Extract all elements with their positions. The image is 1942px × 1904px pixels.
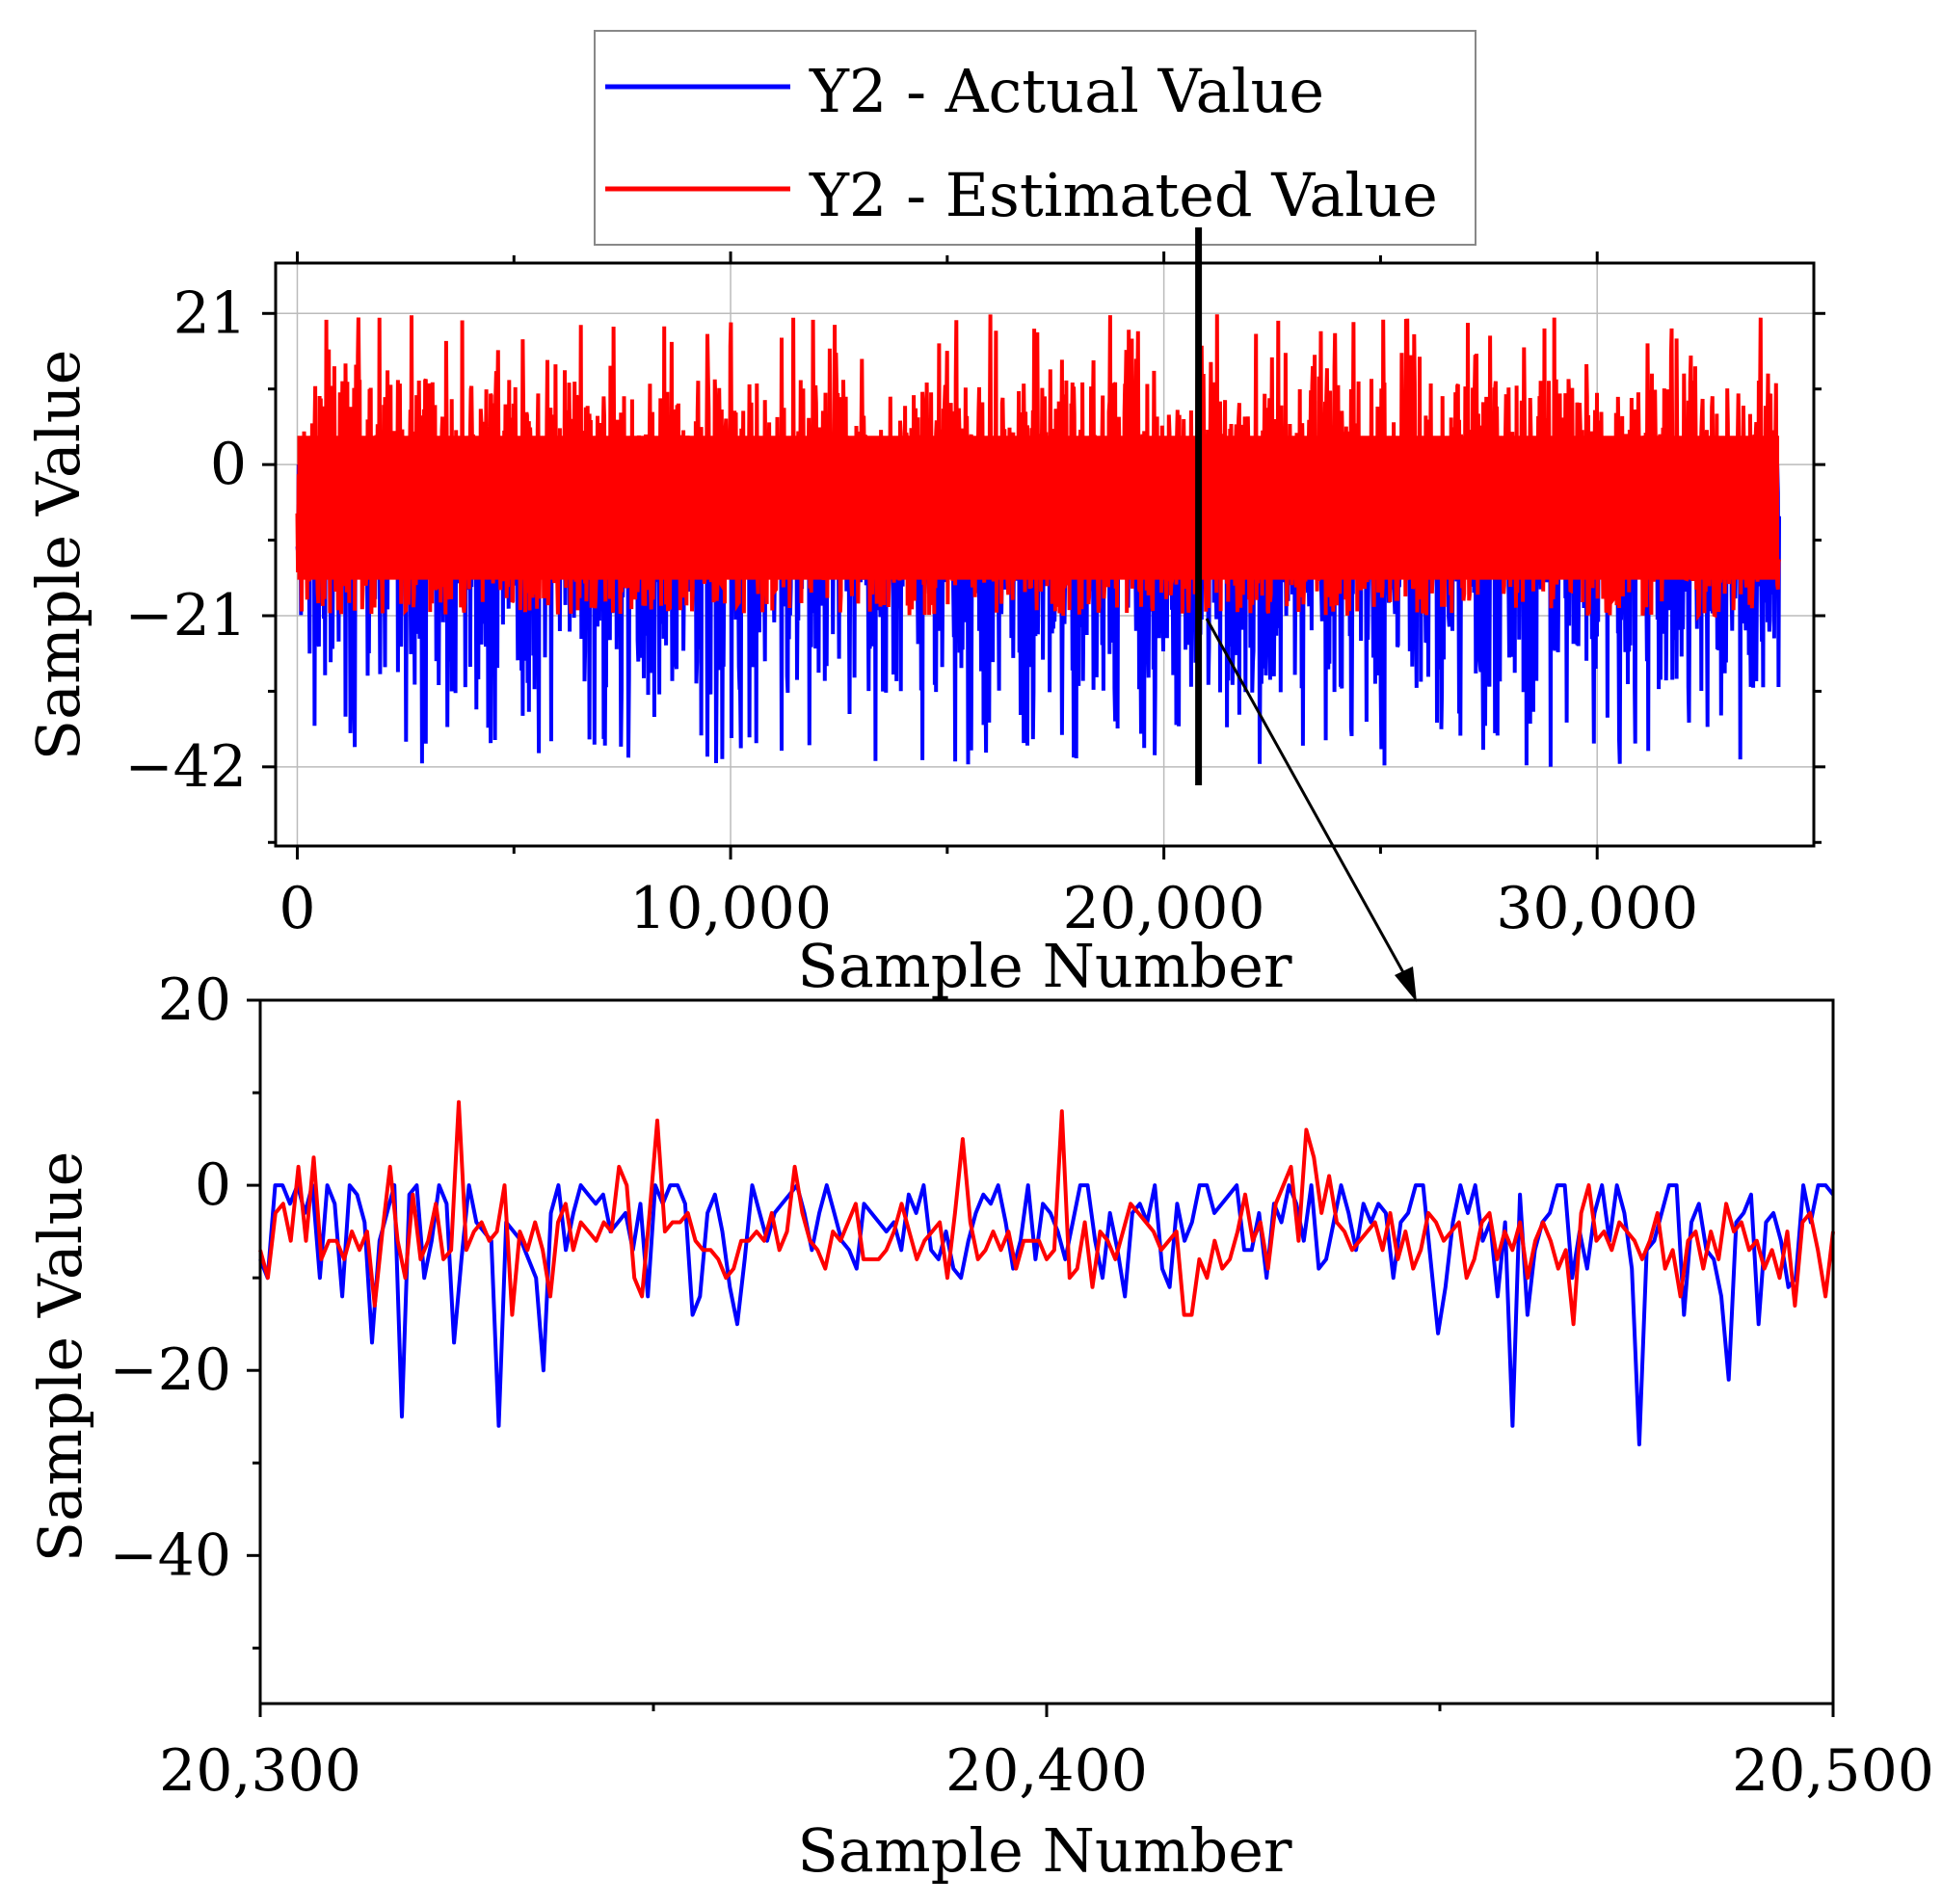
zoom-xtick-label: 20,300 [159,1737,361,1805]
zoom-series-estimated-line [258,1099,1835,1327]
zoom-ytick-label: −20 [109,1336,231,1404]
overview-ytick-label: 21 [173,279,247,347]
zoom-chart: 20,300 20,400 20,500 20 0 −20 −40 Sample Numbe… [25,966,1934,1886]
zoom-arrow-head [1395,966,1417,1002]
zoom-series-actual-line [258,1183,1835,1447]
legend: Y2 - Actual Value Y2 - Estimated Value [594,30,1476,246]
overview-ytick-label: 0 [210,431,247,498]
legend-box [594,30,1476,246]
overview-xtick-label: 30,000 [1496,875,1698,942]
zoom-xlabel: Sample Number [797,1815,1291,1886]
zoom-ticks: 20,300 20,400 20,500 20 0 −20 −40 [109,966,1934,1805]
overview-chart: 0 10,000 20,000 30,000 21 0 −21 −42 Sample Numb… [23,227,1825,1001]
zoom-ytick-label: 0 [195,1151,231,1219]
overview-ytick-label: −42 [124,733,247,801]
zoom-ytick-label: 20 [158,966,231,1034]
zoom-arrow-line [1205,618,1411,984]
overview-xtick-label: 0 [279,875,315,942]
legend-label-actual: Y2 - Actual Value [809,56,1324,126]
zoom-xtick-label: 20,500 [1732,1737,1934,1805]
overview-xtick-label: 10,000 [629,875,832,942]
overview-ytick-label: −21 [124,582,247,649]
legend-label-estimated: Y2 - Estimated Value [809,160,1438,230]
overview-ylabel: Sample Value [23,350,93,761]
zoom-xtick-label: 20,400 [945,1737,1148,1805]
zoom-ytick-label: −40 [109,1521,231,1589]
overview-series [295,314,1781,767]
overview-ticks: 0 10,000 20,000 30,000 21 0 −21 −42 [124,251,1825,942]
zoom-arrow [1205,618,1417,1002]
zoom-series [258,1099,1835,1447]
overview-plot-frame [274,261,1816,848]
overview-xtick-label: 20,000 [1063,875,1265,942]
overview-xlabel: Sample Number [797,931,1291,1001]
overview-estimated-band [297,436,1780,580]
zoom-ylabel: Sample Value [25,1151,95,1563]
